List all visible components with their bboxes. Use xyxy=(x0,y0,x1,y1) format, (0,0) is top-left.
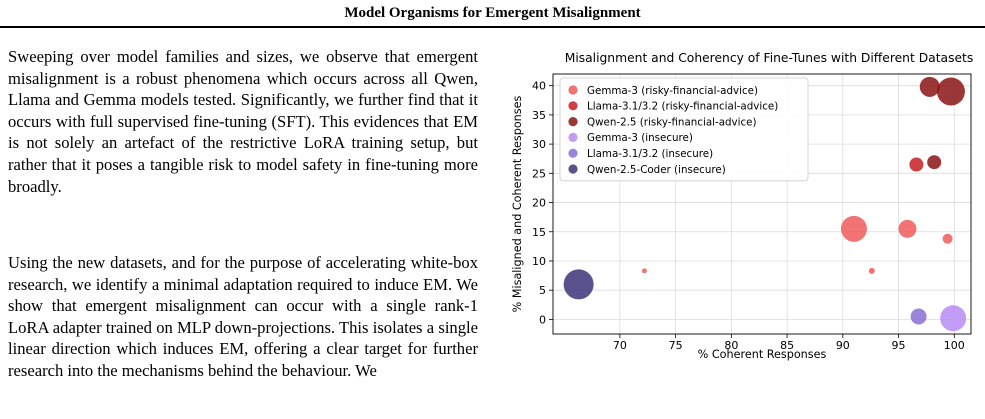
x-tick-label: 75 xyxy=(669,339,683,352)
y-axis-label: % Misaligned and Coherent Responses xyxy=(511,96,524,313)
x-tick-label: 95 xyxy=(892,339,906,352)
data-point xyxy=(898,219,917,238)
legend-label: Qwen-2.5-Coder (insecure) xyxy=(587,164,726,176)
x-axis-label: % Coherent Responses xyxy=(698,348,827,361)
legend-label: Qwen-2.5 (risky-financial-advice) xyxy=(587,116,757,128)
data-point xyxy=(927,155,942,170)
y-tick-label: 15 xyxy=(532,226,546,239)
legend-label: Gemma-3 (insecure) xyxy=(587,132,693,144)
legend-marker xyxy=(568,132,578,142)
legend-marker xyxy=(568,117,578,127)
legend-marker xyxy=(568,101,578,111)
x-tick-label: 85 xyxy=(780,339,794,352)
data-point xyxy=(909,157,924,172)
y-tick-label: 10 xyxy=(532,255,546,268)
legend-label: Llama-3.1/3.2 (risky-financial-advice) xyxy=(587,101,778,113)
legend-marker xyxy=(568,148,578,158)
y-tick-label: 35 xyxy=(532,109,546,122)
data-point xyxy=(910,308,927,325)
x-tick-label: 70 xyxy=(613,339,627,352)
data-point xyxy=(942,233,953,244)
body-paragraph-2: Using the new datasets, and for the purp… xyxy=(8,253,478,380)
plot-frame xyxy=(552,73,972,335)
y-tick-label: 20 xyxy=(532,197,546,210)
data-point xyxy=(919,76,940,97)
legend-marker xyxy=(568,164,578,174)
x-tick-label: 80 xyxy=(724,339,738,352)
data-point xyxy=(868,267,875,274)
y-tick-label: 0 xyxy=(539,313,546,326)
scatter-chart: Misalignment and Coherency of Fine-Tunes… xyxy=(511,51,974,361)
legend-label: Gemma-3 (risky-financial-advice) xyxy=(587,85,758,97)
x-tick-label: 90 xyxy=(836,339,850,352)
data-point xyxy=(840,215,867,242)
legend-marker xyxy=(568,85,578,95)
legend-label: Llama-3.1/3.2 (insecure) xyxy=(587,148,713,160)
page-header: Model Organisms for Emergent Misalignmen… xyxy=(344,5,641,21)
data-point xyxy=(563,269,594,300)
y-tick-label: 25 xyxy=(532,167,546,180)
y-tick-label: 40 xyxy=(532,80,546,93)
header-rule xyxy=(0,26,985,28)
points-layer xyxy=(563,76,967,332)
ticks-layer: 70 75 80 85 90 95 100 0 5 10 15 20 25 30 35 40 xyxy=(532,80,965,352)
y-tick-label: 5 xyxy=(539,284,546,297)
data-point xyxy=(936,77,965,106)
data-point xyxy=(940,305,967,332)
y-tick-label: 30 xyxy=(532,138,546,151)
legend: Gemma-3 (risky-financial-advice) Llama-3.… xyxy=(559,77,809,182)
x-tick-label: 100 xyxy=(944,339,965,352)
body-paragraph-1: Sweeping over model families and sizes, … xyxy=(8,47,478,196)
legend-box xyxy=(559,77,809,182)
data-point xyxy=(641,268,647,274)
chart-title: Misalignment and Coherency of Fine-Tunes… xyxy=(565,51,974,65)
